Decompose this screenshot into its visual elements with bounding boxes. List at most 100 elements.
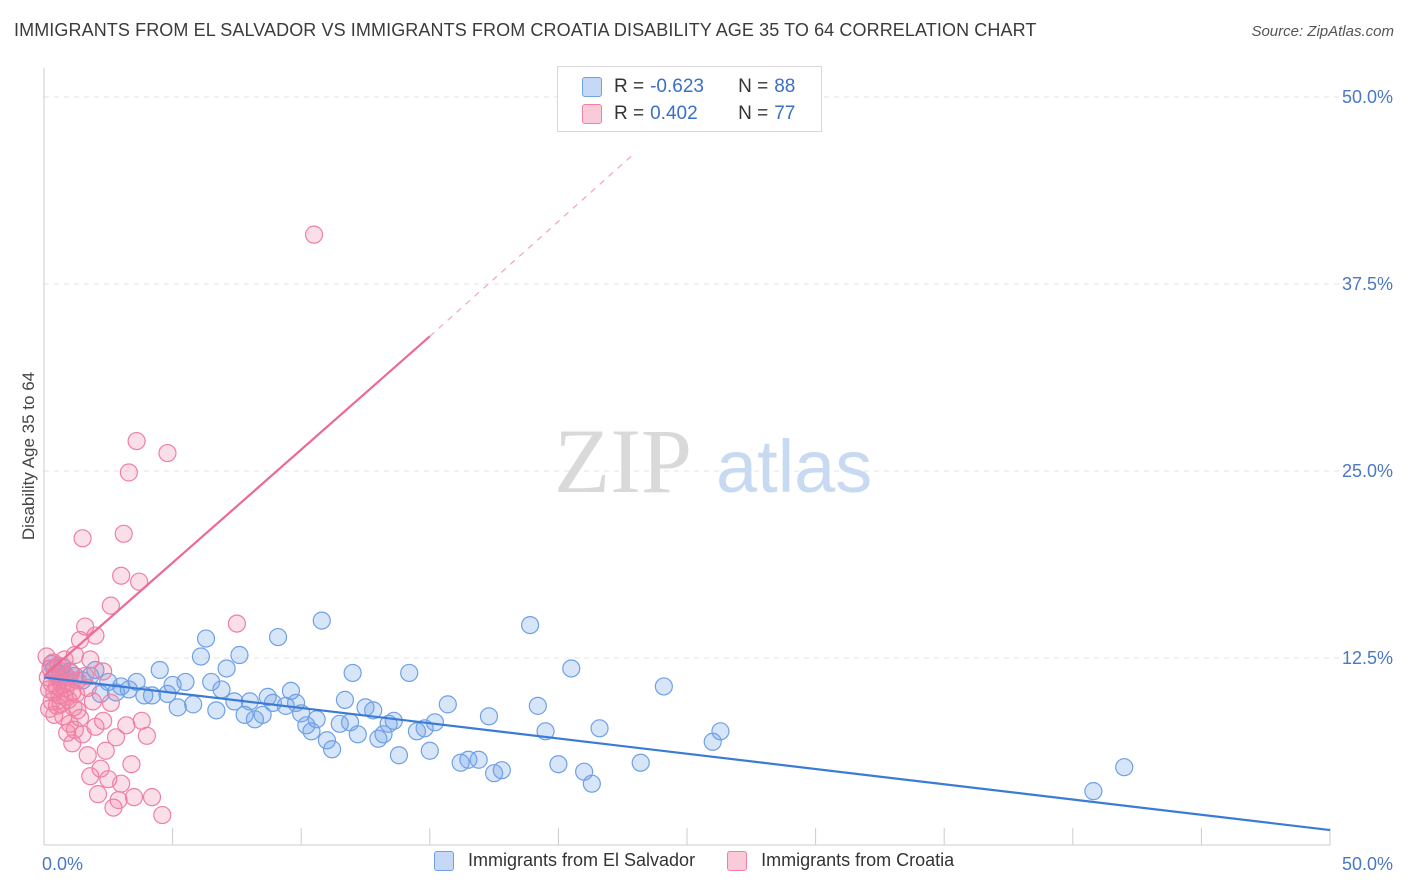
legend-swatch-el-salvador [582,77,602,97]
data-point-el-salvador [258,687,277,706]
data-point-el-salvador [343,663,362,683]
tick-labels: 12.5% 25.0% 37.5% 50.0% 0.0% 50.0% [42,87,1393,874]
data-point-croatia [81,767,100,786]
data-point-croatia [68,701,87,720]
trend-lines [43,151,1331,832]
legend-n-value: 88 [774,76,796,97]
y-tick-label: 25.0% [1342,461,1393,481]
data-point-el-salvador [1115,758,1134,777]
legend-r-value: 0.402 [650,103,698,124]
data-point-el-salvador [212,680,231,699]
y-tick-label: 12.5% [1342,648,1393,668]
data-point-el-salvador [562,659,581,678]
data-point-el-salvador [348,725,367,744]
data-point-el-salvador [268,627,288,647]
data-point-croatia [73,529,92,548]
source-label: Source: ZipAtlas.com [1251,23,1394,40]
data-point-el-salvador [590,719,609,738]
trend-line-croatia-extension [429,151,636,337]
x-tick-label: 50.0% [1342,854,1393,874]
data-point-croatia [96,741,115,760]
data-point-el-salvador [312,611,331,630]
data-point-el-salvador [317,731,337,750]
data-point-el-salvador [217,659,236,678]
data-point-croatia [101,693,120,712]
data-point-croatia [112,774,131,793]
y-tick-label: 37.5% [1342,274,1393,294]
y-axis-label: Disability Age 35 to 64 [19,372,38,540]
series-croatia [37,225,324,825]
data-point-croatia [76,666,95,686]
data-point-el-salvador [135,686,154,705]
data-point-el-salvador [528,696,547,715]
legend-n-label: N = [738,76,769,97]
data-point-el-salvador [364,701,383,720]
data-point-croatia [142,788,162,807]
data-point-el-salvador [374,725,393,744]
data-point-el-salvador [335,690,355,709]
trend-line-el-salvador [43,676,1331,832]
data-point-croatia [76,617,95,636]
chart-title: IMMIGRANTS FROM EL SALVADOR VS IMMIGRANT… [14,20,1037,40]
data-point-el-salvador [281,681,301,701]
data-point-croatia [88,785,108,804]
data-point-croatia [119,463,138,482]
stats-legend: R = -0.623 N = 88 R = 0.402 N = 77 [557,66,822,132]
data-point-croatia [101,596,120,615]
data-point-croatia [122,755,141,774]
data-point-el-salvador [176,672,195,692]
watermark-zip: ZIP [554,410,692,512]
legend-label-croatia: Immigrants from Croatia [761,850,955,870]
data-point-el-salvador [297,716,316,735]
data-point-el-salvador [127,672,146,692]
data-point-el-salvador [654,677,673,696]
data-point-croatia [127,431,146,451]
legend-row-el-salvador: R = -0.623 N = 88 [582,75,795,99]
data-point-croatia [63,734,82,753]
x-tick-label: 0.0% [42,854,83,874]
data-point-el-salvador [184,695,203,714]
series-legend: Immigrants from El Salvador Immigrants f… [434,850,986,871]
data-point-el-salvador [196,629,216,648]
data-point-el-salvador [631,753,650,772]
legend-item-el-salvador: Immigrants from El Salvador [434,850,695,871]
data-point-el-salvador [230,645,249,665]
data-point-croatia [94,711,113,730]
data-point-croatia [227,614,246,633]
legend-r-value: -0.623 [650,76,704,97]
data-point-croatia [112,566,131,585]
data-point-el-salvador [202,672,221,692]
y-tick-label: 50.0% [1342,87,1393,107]
data-point-croatia [304,225,324,244]
data-point-croatia [117,716,136,735]
data-point-croatia [124,788,144,807]
data-point-el-salvador [521,615,540,635]
legend-r-label: R = [614,103,645,124]
data-point-croatia [114,524,133,543]
data-point-el-salvador [420,741,439,760]
series-el-salvador [42,611,1134,801]
data-point-croatia [86,626,105,645]
legend-row-croatia: R = 0.402 N = 77 [582,102,795,126]
data-point-el-salvador [253,705,272,724]
data-point-el-salvador [711,722,730,741]
data-point-croatia [78,746,97,765]
data-point-croatia [70,708,90,727]
data-point-el-salvador [389,746,409,765]
legend-item-croatia: Immigrants from Croatia [727,850,954,871]
data-point-el-salvador [479,707,499,726]
data-point-el-salvador [582,774,601,793]
data-point-el-salvador [191,647,210,666]
data-point-croatia [130,572,149,591]
data-point-croatia [94,662,113,681]
data-point-el-salvador [207,701,226,720]
data-point-el-salvador [469,750,488,769]
data-point-el-salvador [235,705,254,724]
data-point-el-salvador [307,710,326,729]
legend-swatch-el-salvador [434,850,454,871]
data-point-el-salvador [549,755,568,774]
legend-n-label: N = [738,103,769,124]
data-point-el-salvador [86,660,105,680]
legend-swatch-croatia [582,104,602,124]
